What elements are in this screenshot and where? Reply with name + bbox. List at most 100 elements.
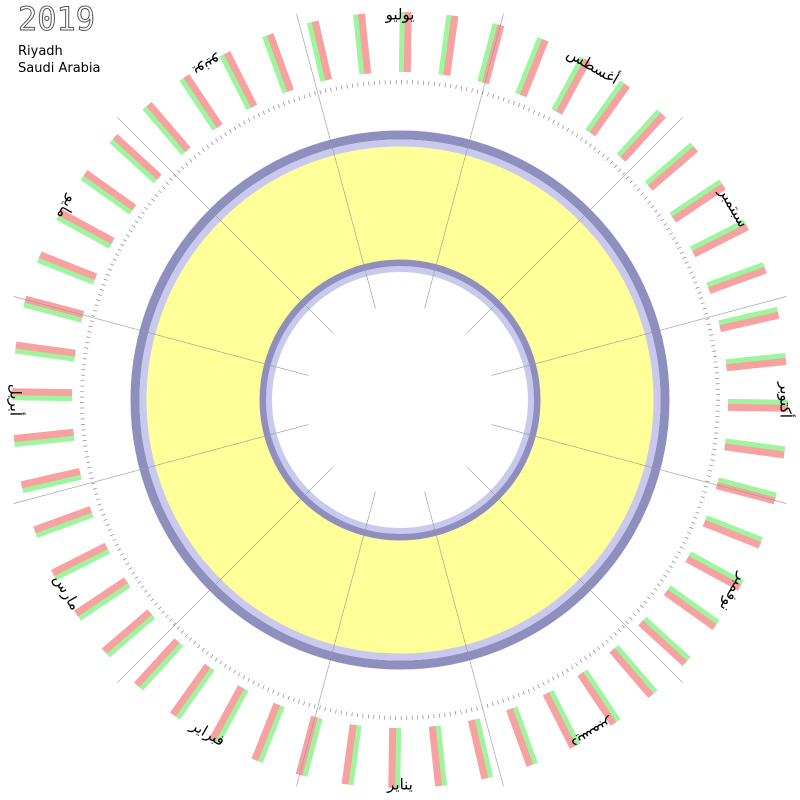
day-tick	[476, 89, 479, 94]
day-tick	[636, 609, 640, 613]
day-tick	[605, 639, 609, 644]
day-tick	[147, 202, 152, 206]
day-tick	[691, 276, 696, 279]
day-tick	[277, 691, 280, 696]
day-tick	[566, 128, 570, 132]
day-tick	[682, 256, 687, 259]
day-tick	[547, 679, 550, 684]
day-tick	[557, 122, 560, 127]
day-tick	[117, 248, 122, 252]
day-tick	[588, 653, 592, 657]
week-bar	[725, 352, 787, 372]
day-tick	[592, 649, 596, 654]
day-tick	[517, 693, 520, 698]
day-tick	[556, 674, 560, 678]
day-tick	[169, 177, 173, 181]
day-tick	[87, 466, 92, 469]
day-tick	[82, 358, 87, 360]
day-tick	[653, 209, 658, 213]
day-tick	[601, 643, 605, 647]
day-tick	[625, 620, 629, 625]
day-tick	[613, 632, 617, 636]
week-bar	[262, 33, 294, 94]
day-tick	[84, 450, 89, 453]
day-tick	[89, 477, 94, 480]
day-tick	[597, 150, 601, 154]
day-tick	[537, 112, 541, 116]
day-tick	[257, 682, 260, 687]
week-bar	[506, 706, 538, 767]
week-bar-part	[515, 37, 544, 96]
day-tick	[671, 560, 676, 564]
day-tick	[356, 713, 359, 718]
day-tick	[444, 712, 446, 717]
day-tick	[672, 237, 676, 240]
day-tick	[580, 137, 583, 141]
day-tick	[228, 666, 232, 671]
day-tick	[579, 659, 583, 664]
week-bar-part	[174, 666, 215, 720]
day-tick	[542, 681, 545, 686]
day-tick	[141, 211, 145, 215]
day-tick	[288, 100, 291, 104]
week-bar-part	[702, 519, 762, 549]
day-tick	[105, 273, 110, 276]
day-tick	[117, 548, 122, 551]
day-tick	[324, 707, 326, 712]
day-tick	[86, 461, 91, 464]
day-tick	[86, 336, 91, 338]
day-tick	[708, 328, 713, 331]
year: 2019	[18, 0, 95, 38]
week-bar-part	[179, 76, 219, 131]
week-bar-part	[209, 685, 245, 742]
day-tick	[689, 526, 694, 529]
day-tick	[181, 166, 185, 170]
week-bar-part	[53, 547, 111, 581]
week-bar	[685, 551, 744, 591]
day-tick	[712, 350, 717, 352]
month-label: يوليو	[385, 6, 415, 24]
week-bar-part	[692, 223, 749, 258]
inner-ring-dark	[259, 259, 541, 541]
day-tick	[128, 229, 133, 233]
week-bar-part	[38, 251, 98, 281]
day-tick	[101, 513, 106, 516]
day-tick	[695, 511, 700, 514]
day-tick	[137, 215, 142, 219]
day-tick	[481, 90, 484, 95]
inner-ring-light	[266, 266, 534, 534]
month-divider	[466, 116, 684, 334]
week-bar	[428, 725, 448, 787]
day-tick	[492, 93, 495, 98]
day-tick	[643, 600, 648, 604]
week-bar	[515, 37, 549, 98]
month-divider	[13, 296, 309, 376]
day-tick	[122, 557, 127, 561]
week-bar	[179, 74, 223, 131]
day-tick	[150, 598, 155, 602]
day-tick	[219, 660, 223, 665]
day-tick	[706, 475, 711, 477]
day-tick	[471, 88, 473, 93]
week-bar-part	[609, 648, 654, 699]
day-tick	[87, 331, 92, 333]
day-tick	[324, 88, 327, 93]
week-bar-part	[134, 638, 180, 688]
day-tick	[570, 665, 574, 670]
week-bar-part	[33, 506, 92, 534]
day-tick	[108, 268, 112, 271]
week-bar-part	[577, 672, 617, 726]
day-tick	[128, 567, 133, 570]
week-bar-part	[146, 101, 191, 152]
day-tick	[238, 123, 241, 128]
day-tick	[197, 151, 201, 156]
day-tick	[682, 541, 687, 544]
day-tick	[660, 218, 664, 222]
week-bar-part	[704, 515, 763, 544]
day-tick	[609, 635, 613, 640]
week-bar	[644, 142, 699, 191]
month-divider	[116, 466, 334, 684]
day-tick	[120, 243, 125, 247]
day-tick	[650, 592, 654, 596]
week-bar-part	[644, 142, 695, 187]
